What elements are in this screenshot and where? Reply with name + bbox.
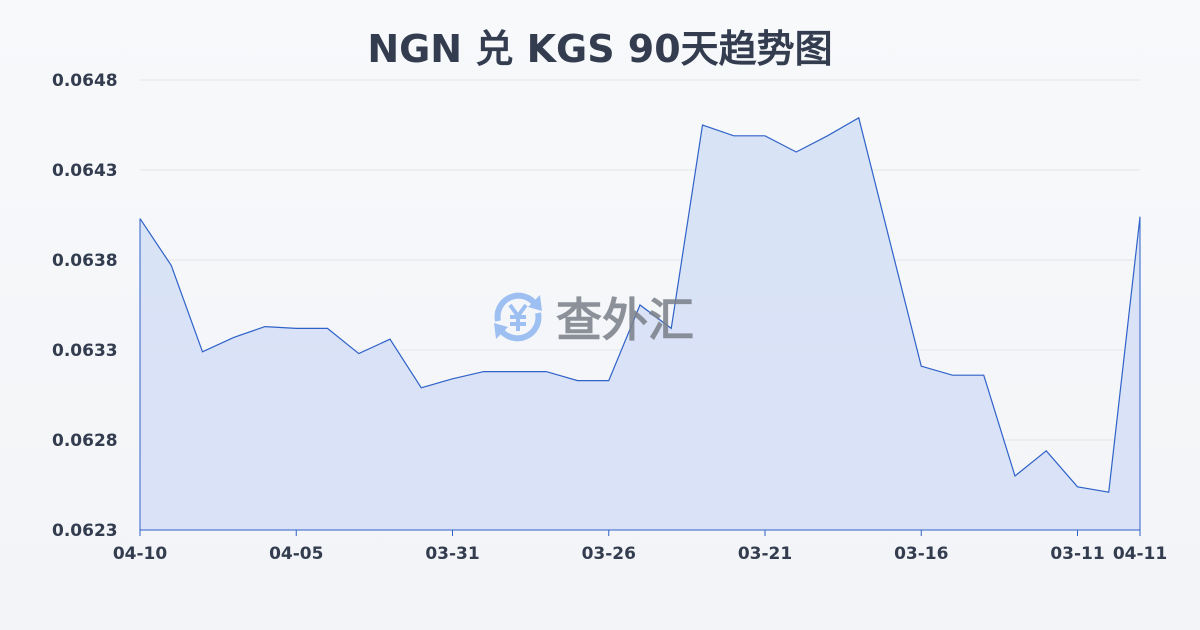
x-tick-label: 04-10 [113, 544, 168, 564]
series-line [139, 116, 1141, 493]
y-tick-label: 0.0643 [52, 161, 118, 181]
y-tick-label: 0.0648 [52, 71, 118, 91]
watermark: 查外汇 [488, 284, 694, 350]
y-tick-label: 0.0623 [52, 521, 118, 541]
chart-title: NGN 兑 KGS 90天趋势图 [367, 27, 833, 71]
watermark-text: 查外汇 [556, 293, 694, 347]
x-tick-label: 03-26 [582, 544, 636, 564]
yen-exchange-icon [494, 292, 542, 342]
y-tick-label: 0.0633 [52, 341, 118, 361]
y-tick-label: 0.0628 [52, 431, 118, 451]
x-tick-label: 04-05 [269, 544, 323, 564]
x-tick-label: 04-11 [1113, 544, 1167, 564]
x-tick-label: 03-16 [894, 544, 948, 564]
area-fill [140, 117, 1140, 531]
x-tick-label: 03-31 [425, 544, 479, 564]
y-tick-label: 0.0638 [52, 251, 118, 271]
x-tick-label: 03-21 [738, 544, 792, 564]
x-tick-label: 03-11 [1050, 544, 1104, 564]
